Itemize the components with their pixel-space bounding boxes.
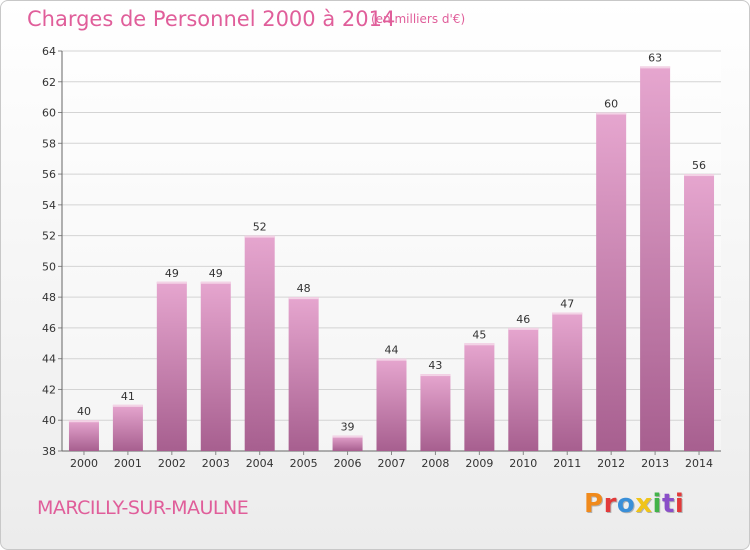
chart-title: Charges de Personnel 2000 à 2014 <box>27 7 396 31</box>
bar-highlight <box>288 297 319 300</box>
data-label: 52 <box>253 221 267 234</box>
data-label: 63 <box>648 51 662 64</box>
data-label: 46 <box>516 313 530 326</box>
bar-highlight <box>640 66 671 69</box>
bar-highlight <box>420 374 451 377</box>
x-tick-label: 2006 <box>334 457 362 470</box>
bar-highlight <box>376 358 407 361</box>
data-label: 60 <box>604 98 618 111</box>
proxiti-logo: Proxiti <box>584 489 684 519</box>
bar-2001 <box>112 404 143 451</box>
data-label: 49 <box>209 267 223 280</box>
commune-name: MARCILLY-SUR-MAULNE <box>37 497 249 519</box>
x-tick-label: 2011 <box>553 457 581 470</box>
logo-letter: x <box>635 489 653 519</box>
bar-2006 <box>332 435 363 451</box>
data-label: 56 <box>692 159 706 172</box>
data-label: 44 <box>385 344 399 357</box>
bar-2003 <box>200 281 231 451</box>
x-tick-label: 2008 <box>421 457 449 470</box>
logo-letter: P <box>584 489 604 519</box>
data-label: 45 <box>472 328 486 341</box>
y-tick-label: 48 <box>42 291 56 304</box>
logo-letter: i <box>652 489 662 519</box>
y-tick-label: 38 <box>42 445 56 458</box>
chart-subtitle: (en milliers d'€) <box>371 12 466 26</box>
y-tick-label: 52 <box>42 230 56 243</box>
y-tick-label: 40 <box>42 414 56 427</box>
logo-letter: r <box>603 489 617 519</box>
x-tick-label: 2012 <box>597 457 625 470</box>
bar-2012 <box>596 112 627 452</box>
bar-highlight <box>464 343 495 346</box>
data-label: 40 <box>77 405 91 418</box>
data-label: 39 <box>341 421 355 434</box>
x-tick-label: 2003 <box>202 457 230 470</box>
bar-2002 <box>156 281 187 451</box>
y-tick-label: 44 <box>42 353 56 366</box>
data-label: 49 <box>165 267 179 280</box>
y-tick-label: 46 <box>42 322 56 335</box>
data-label: 43 <box>428 359 442 372</box>
bar-2005 <box>288 297 319 451</box>
bar-highlight <box>156 281 187 284</box>
y-tick-label: 62 <box>42 76 56 89</box>
data-label: 48 <box>297 282 311 295</box>
bar-2011 <box>552 312 583 451</box>
x-tick-label: 2005 <box>290 457 318 470</box>
bar-highlight <box>112 404 143 407</box>
x-tick-label: 2000 <box>70 457 98 470</box>
logo-letter: o <box>616 489 636 519</box>
data-label: 47 <box>560 298 574 311</box>
x-tick-label: 2014 <box>685 457 713 470</box>
y-tick-label: 54 <box>42 199 56 212</box>
bar-2009 <box>464 343 495 451</box>
bar-2013 <box>640 66 671 451</box>
y-tick-label: 42 <box>42 383 56 396</box>
x-tick-label: 2001 <box>114 457 142 470</box>
data-label: 41 <box>121 390 135 403</box>
x-tick-label: 2002 <box>158 457 186 470</box>
bar-highlight <box>200 281 231 284</box>
x-tick-label: 2004 <box>246 457 274 470</box>
x-tick-label: 2010 <box>509 457 537 470</box>
y-tick-label: 58 <box>42 137 56 150</box>
bar-2014 <box>684 174 715 452</box>
y-tick-label: 64 <box>42 45 56 58</box>
bar-2010 <box>508 327 539 451</box>
x-tick-label: 2009 <box>465 457 493 470</box>
y-tick-label: 56 <box>42 168 56 181</box>
bar-highlight <box>508 327 539 330</box>
bar-2007 <box>376 358 407 451</box>
bar-highlight <box>244 235 275 238</box>
logo-letter: t <box>661 489 675 519</box>
logo-letter: i <box>674 489 685 519</box>
bar-highlight <box>68 420 99 423</box>
y-tick-label: 60 <box>42 107 56 120</box>
bar-highlight <box>552 312 583 315</box>
bar-2000 <box>68 420 99 451</box>
x-tick-label: 2007 <box>378 457 406 470</box>
y-tick-label: 50 <box>42 260 56 273</box>
bar-2008 <box>420 374 451 451</box>
bar-highlight <box>596 112 627 115</box>
x-tick-label: 2013 <box>641 457 669 470</box>
bar-highlight <box>684 174 715 177</box>
bar-2004 <box>244 235 275 451</box>
bar-highlight <box>332 435 363 438</box>
